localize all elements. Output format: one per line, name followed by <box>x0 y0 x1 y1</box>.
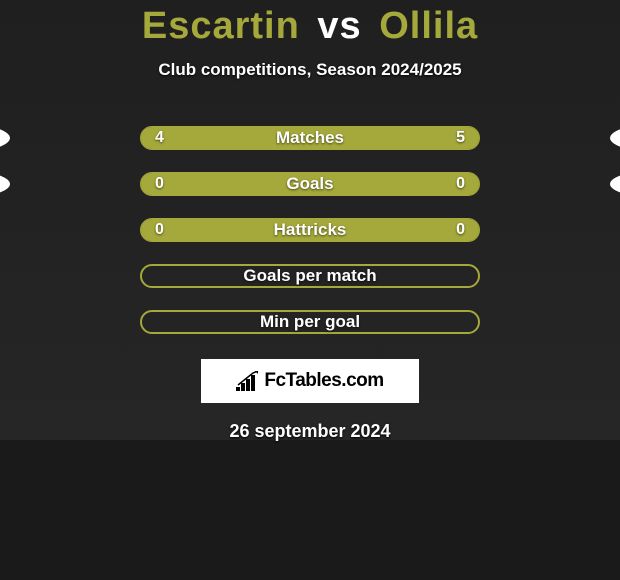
player1-marker <box>0 170 10 198</box>
stat-label: Matches <box>141 128 479 148</box>
player2-marker <box>610 123 620 153</box>
comparison-card: Escartin vs Ollila Club competitions, Se… <box>0 0 620 440</box>
subtitle: Club competitions, Season 2024/2025 <box>0 60 620 80</box>
stat-bar: 45Matches <box>140 126 480 150</box>
stat-bar: 00Hattricks <box>140 218 480 242</box>
date-text: 26 september 2024 <box>0 421 620 442</box>
vs-text: vs <box>317 5 361 47</box>
stat-bar: Min per goal <box>140 310 480 334</box>
player1-marker <box>0 123 10 153</box>
player2-name: Ollila <box>379 5 478 47</box>
stat-bar: 00Goals <box>140 172 480 196</box>
stat-label: Hattricks <box>141 220 479 240</box>
chart-icon <box>236 371 260 391</box>
logo-text: FcTables.com <box>264 370 383 392</box>
site-logo[interactable]: FcTables.com <box>201 359 419 403</box>
stat-row-min-per-goal: Min per goal <box>0 299 620 345</box>
stat-row-goals: 00Goals <box>0 161 620 207</box>
stat-row-goals-per-match: Goals per match <box>0 253 620 299</box>
player2-marker <box>610 170 620 198</box>
stat-row-hattricks: 00Hattricks <box>0 207 620 253</box>
stat-row-matches: 45Matches <box>0 115 620 161</box>
stat-label: Goals <box>141 174 479 194</box>
player1-name: Escartin <box>142 5 300 47</box>
stat-bar: Goals per match <box>140 264 480 288</box>
stat-rows: 45Matches 00Goals 00Hattricks Goals per mat… <box>0 115 620 345</box>
stat-label: Goals per match <box>142 266 478 286</box>
page-title: Escartin vs Ollila <box>0 5 620 48</box>
stat-label: Min per goal <box>142 312 478 332</box>
